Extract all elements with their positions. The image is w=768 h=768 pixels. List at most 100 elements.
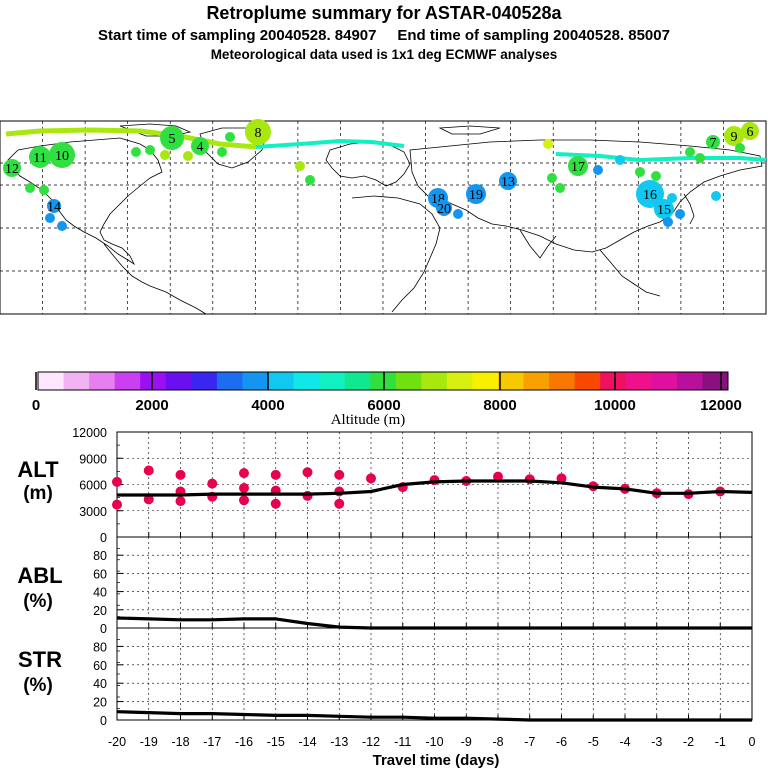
colorbar-tick-label: 10000 — [594, 397, 636, 414]
colorbar-tick-label: 0 — [32, 397, 40, 414]
cluster-dot — [724, 126, 744, 146]
colorbar-swatch — [191, 372, 218, 390]
colorbar-swatches — [38, 372, 729, 390]
trajectory-cluster: 6 — [741, 122, 759, 140]
x-tick-label: -5 — [588, 735, 599, 749]
colorbar-swatch — [319, 372, 346, 390]
colorbar-swatch — [114, 372, 141, 390]
japan-coast — [683, 193, 695, 225]
trajectory-cluster: 5 — [160, 126, 184, 150]
x-tick-label: -7 — [524, 735, 535, 749]
colorbar-title: Altitude (m) — [331, 412, 406, 428]
altitude-cluster-marker — [270, 498, 281, 509]
met-data-note: Meteorological data used is 1x1 deg ECMW… — [210, 47, 558, 62]
cluster-label: 4 — [197, 140, 204, 155]
altitude-cluster-marker — [302, 467, 313, 478]
trajectory-cluster: 7 — [706, 135, 720, 151]
cluster-dot-small — [183, 151, 193, 161]
trajectory-cluster: 16 — [636, 180, 664, 208]
cluster-label: 7 — [710, 136, 717, 151]
colorbar-swatch — [472, 372, 499, 390]
cluster-dot — [636, 180, 664, 208]
panel-ytick-label: 60 — [93, 567, 107, 581]
colorbar-swatch — [600, 372, 627, 390]
trajectory-cluster: 8 — [245, 119, 271, 145]
colorbar-swatch — [651, 372, 678, 390]
central-america-coast — [103, 243, 151, 287]
x-tick-label: -14 — [298, 735, 316, 749]
cluster-label: 17 — [571, 160, 585, 175]
altitude-cluster-marker — [143, 465, 154, 476]
colorbar-tick-label: 12000 — [700, 397, 742, 414]
x-tick-label: -12 — [362, 735, 380, 749]
x-tick-label: -9 — [461, 735, 472, 749]
trajectory-cluster: 9 — [724, 126, 744, 146]
cluster-dot — [245, 119, 271, 145]
panel-ytick-label: 6000 — [79, 479, 107, 493]
cluster-dot-small — [45, 213, 55, 223]
trajectory-cluster: 15 — [654, 199, 674, 219]
trajectory-cluster: 4 — [191, 137, 209, 155]
altitude-cluster-marker — [239, 468, 249, 479]
x-tick-label: -4 — [619, 735, 630, 749]
colorbar-swatch — [268, 372, 295, 390]
cluster-dot-small — [685, 147, 695, 157]
x-tick-label: -2 — [683, 735, 694, 749]
altitude-cluster-marker — [270, 469, 281, 480]
series-line-alt — [117, 479, 753, 497]
arctic-islands — [119, 123, 501, 137]
cluster-dot-small — [295, 161, 305, 171]
altitude-cluster-marker — [334, 498, 345, 509]
str-panel-unit: (%) — [23, 675, 53, 696]
x-tick-label: -3 — [651, 735, 662, 749]
cluster-dot-small — [667, 193, 677, 203]
asia-coast — [409, 139, 763, 253]
africa-coast — [351, 195, 441, 313]
altitude-cluster-marker — [112, 476, 122, 487]
x-tick-label: -15 — [267, 735, 285, 749]
cluster-dot-small — [663, 217, 673, 227]
cluster-dot — [654, 199, 674, 219]
cluster-dot-small — [735, 143, 745, 153]
map-graticule — [0, 121, 766, 314]
cluster-dot — [47, 199, 61, 213]
panel-ytick-label: 60 — [93, 659, 107, 673]
cluster-label: 11 — [33, 151, 46, 166]
trajectory-path-teal — [255, 138, 405, 149]
panel-ytick-label: 9000 — [79, 452, 107, 466]
cluster-dot-small — [615, 155, 625, 165]
panel-ytick-label: 40 — [93, 677, 107, 691]
time-series-panels: 0 3000 6000 9000 12000 0 20 40 60 80 0 20 40 60 80 — [72, 426, 753, 728]
cluster-dot-small — [711, 191, 721, 201]
trajectory-path-green — [5, 127, 257, 150]
altitude-cluster-marker — [112, 499, 122, 510]
trajectory-cluster: 14 — [47, 199, 61, 215]
colorbar-swatch — [38, 372, 65, 390]
colorbar-tick-label: 8000 — [483, 397, 516, 414]
altitude-cluster-marker — [239, 483, 249, 493]
series-line-str — [116, 710, 752, 722]
panel-ytick-label: 80 — [93, 549, 107, 563]
altitude-cluster-marker — [302, 490, 313, 501]
cluster-label: 15 — [657, 203, 671, 218]
altitude-cluster-marker — [143, 494, 154, 505]
colorbar-swatch — [446, 372, 473, 390]
x-tick-label: -1 — [715, 735, 726, 749]
cluster-dot-small — [217, 147, 227, 157]
cluster-dot — [29, 146, 51, 168]
colorbar-swatch — [702, 372, 729, 390]
x-tick-labels: -20 -19 -18 -17 -16 -15 -14 -13 -12 -11 -10 -9 -8 -7-… — [108, 735, 756, 749]
cluster-dot — [568, 156, 588, 176]
trajectory-cluster: 17 — [568, 156, 588, 176]
altitude-cluster-marker — [334, 486, 345, 497]
panel-ytick-label: 20 — [93, 604, 107, 618]
x-tick-label: -17 — [203, 735, 221, 749]
altitude-cluster-marker — [334, 469, 345, 480]
altitude-cluster-marker — [493, 471, 503, 482]
panel-abl: 0 20 40 60 80 — [93, 536, 753, 636]
panel-ytick-label: 0 — [100, 531, 107, 545]
cluster-label: 13 — [501, 175, 515, 190]
cluster-label: 6 — [747, 125, 754, 140]
colorbar-frame — [37, 371, 729, 391]
